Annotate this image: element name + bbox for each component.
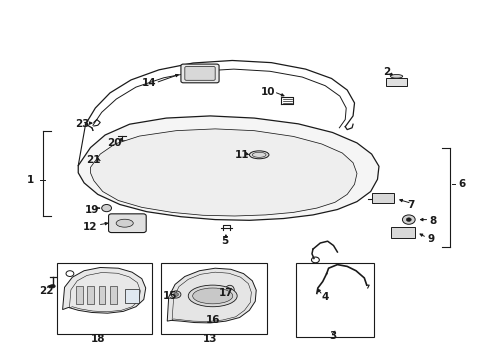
Bar (161, 263, 266, 334)
Bar (295, 263, 373, 337)
Bar (87, 286, 94, 304)
Bar (390, 227, 414, 238)
FancyBboxPatch shape (181, 64, 219, 83)
Text: 18: 18 (90, 334, 105, 344)
Text: 10: 10 (260, 87, 275, 97)
Circle shape (50, 284, 55, 288)
Text: 9: 9 (427, 234, 434, 244)
Text: 11: 11 (234, 150, 249, 160)
Text: 23: 23 (75, 119, 89, 129)
Polygon shape (90, 129, 356, 216)
Text: 19: 19 (84, 204, 99, 215)
Text: 17: 17 (219, 288, 233, 298)
Circle shape (102, 204, 111, 212)
Text: 22: 22 (39, 286, 54, 296)
Text: 1: 1 (27, 175, 34, 185)
Ellipse shape (249, 151, 268, 159)
Text: 5: 5 (221, 236, 228, 246)
Text: 8: 8 (428, 216, 435, 226)
Bar (99, 286, 105, 304)
FancyBboxPatch shape (108, 214, 146, 233)
Polygon shape (78, 116, 378, 220)
Text: 4: 4 (321, 292, 328, 302)
Text: 20: 20 (107, 138, 122, 148)
Circle shape (173, 293, 178, 296)
Bar (386, 78, 406, 86)
Text: 6: 6 (458, 179, 465, 189)
Ellipse shape (390, 75, 402, 78)
Bar (76, 286, 82, 304)
Bar (110, 286, 117, 304)
Circle shape (171, 291, 181, 298)
Text: 7: 7 (406, 200, 414, 210)
Circle shape (406, 218, 410, 221)
Polygon shape (62, 267, 145, 313)
Text: 15: 15 (163, 291, 177, 301)
Text: 21: 21 (85, 155, 100, 165)
Text: 12: 12 (83, 222, 98, 232)
Ellipse shape (116, 219, 133, 227)
Text: 14: 14 (142, 78, 156, 88)
Bar (371, 193, 393, 203)
Text: 13: 13 (203, 334, 217, 344)
Ellipse shape (192, 288, 232, 304)
Ellipse shape (225, 285, 234, 294)
FancyBboxPatch shape (184, 67, 215, 80)
Bar (57, 263, 151, 334)
Circle shape (402, 215, 414, 224)
Polygon shape (167, 268, 256, 323)
Bar (124, 289, 139, 303)
Text: 2: 2 (382, 67, 389, 77)
Ellipse shape (188, 285, 237, 307)
Text: 16: 16 (205, 315, 220, 325)
Text: 3: 3 (328, 330, 335, 341)
